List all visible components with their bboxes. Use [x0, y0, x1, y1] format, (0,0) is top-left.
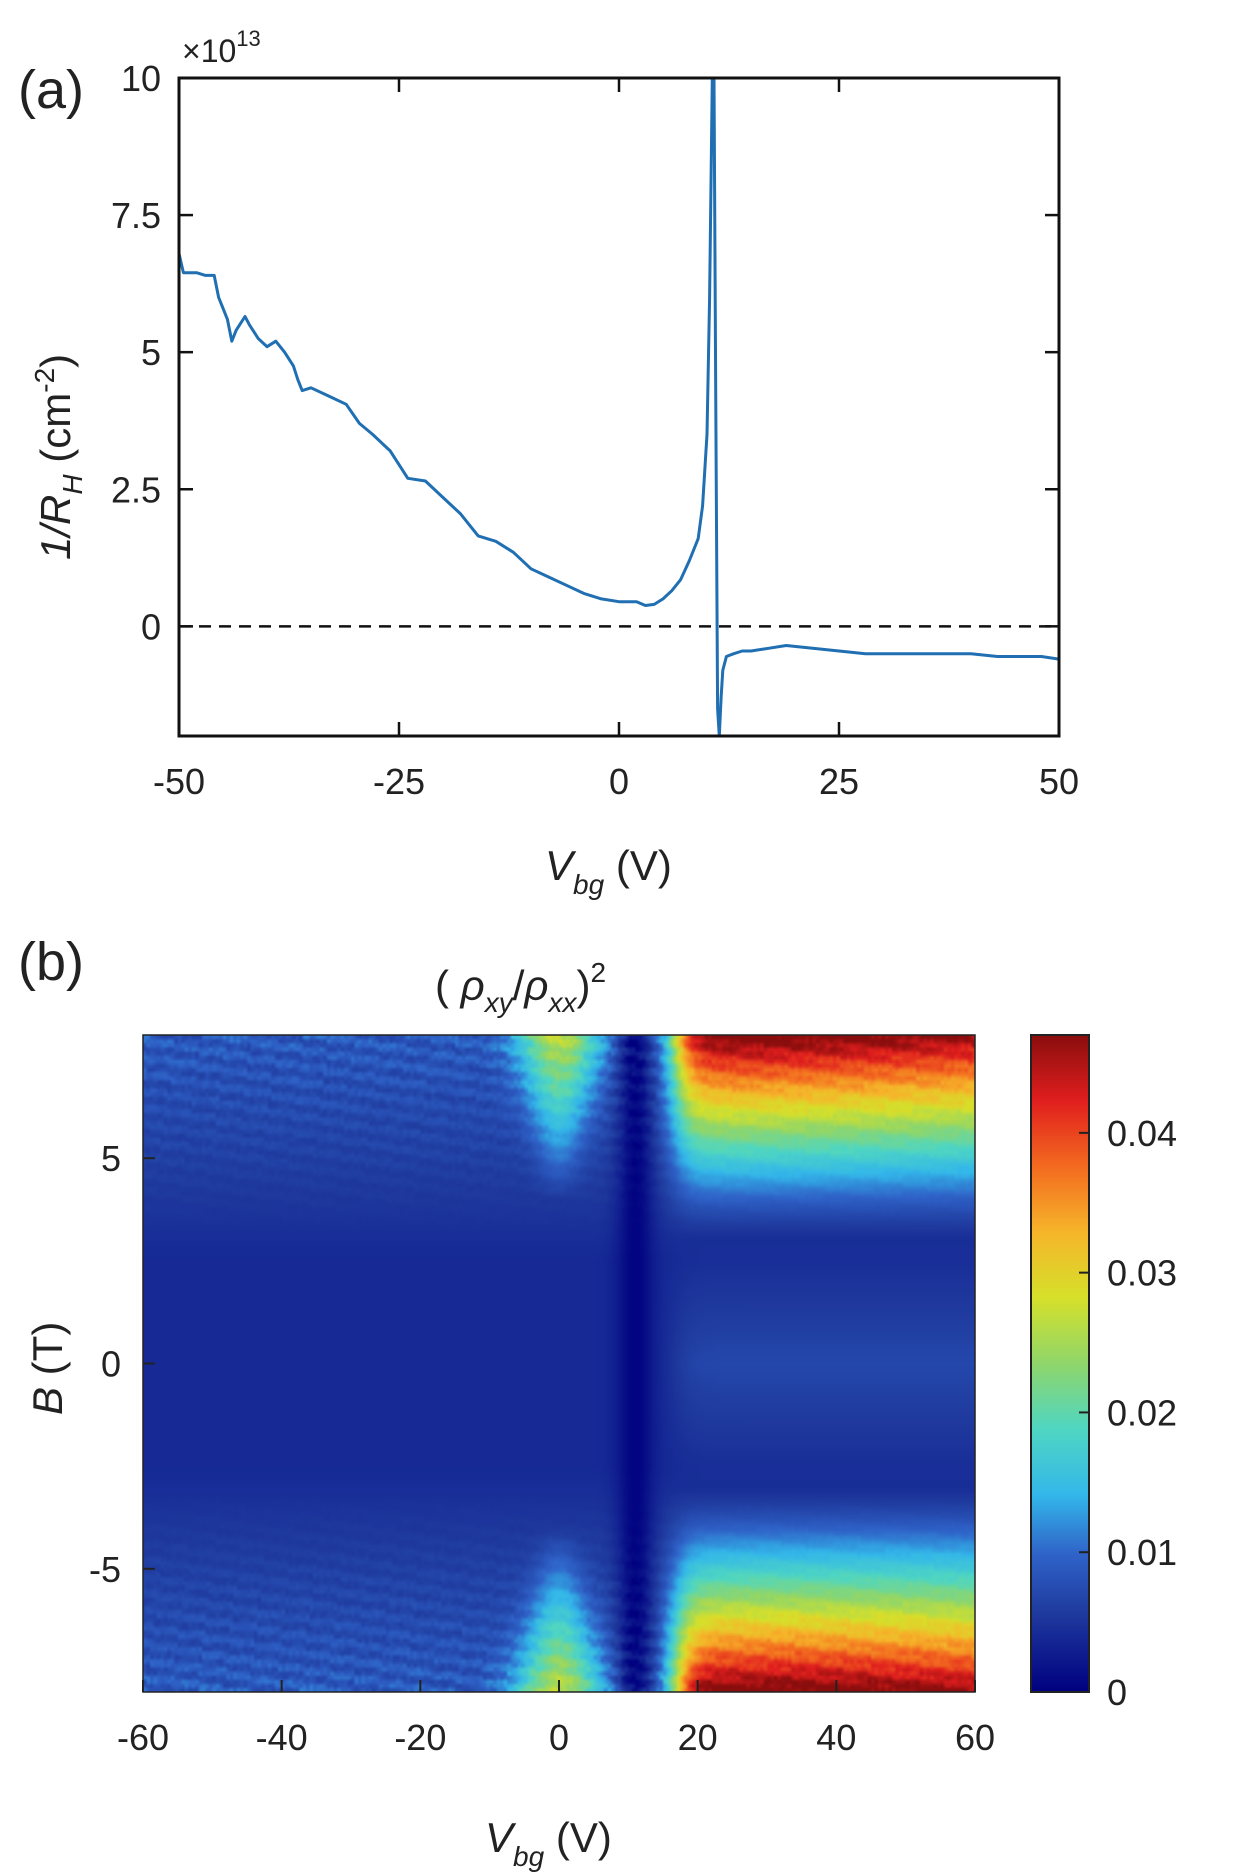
panel-b-ylabel: B (T) — [24, 1322, 71, 1415]
title-open: ( — [435, 962, 461, 1009]
panel-a-frame — [177, 76, 1061, 738]
heatmap-image — [143, 1035, 975, 1692]
ylabel-unit: (cm — [32, 393, 79, 475]
panel-b-xlabel: Vbg (V) — [485, 1814, 612, 1872]
xlabel-unit: (V) — [604, 842, 672, 889]
panel-b-title: ( ρxy/ρxx)2 — [435, 957, 606, 1018]
y-tick-label: 10 — [121, 58, 161, 99]
panel-b: (b) ( ρxy/ρxx)2 -60 -40 -20 0 20 40 60-505 00.… — [18, 932, 1177, 1872]
colorbar-tick-label: 0.03 — [1107, 1253, 1177, 1294]
title-den-sub: xx — [546, 987, 577, 1018]
y-multiplier: ×1013 — [182, 26, 261, 69]
x-tick-label: -25 — [373, 761, 425, 802]
y-tick-label: 0 — [141, 606, 161, 647]
y-tick-label: -5 — [89, 1549, 121, 1590]
colorbar — [1030, 1034, 1090, 1693]
panel-b-label: (b) — [18, 932, 84, 992]
panel-a-xlabel: Vbg (V) — [545, 842, 672, 900]
title-num-sub: xy — [483, 987, 515, 1018]
xlabel-sub: bg — [513, 1841, 545, 1872]
panel-b-ticks: -60 -40 -20 0 20 40 60 -5 0 5 — [89, 1138, 995, 1758]
x-tick-label: 25 — [819, 761, 859, 802]
title-close: ) — [576, 962, 590, 1009]
title-exp: 2 — [590, 957, 606, 988]
colorbar-tick-label: 0.01 — [1107, 1532, 1177, 1573]
colorbar-ticks: 0 0.01 0.02 0.03 0.04 — [1079, 1113, 1177, 1713]
y-multiplier-exp: 13 — [236, 26, 260, 51]
svg-text:×1013: ×1013 — [182, 26, 261, 69]
y-tick-label: 5 — [141, 332, 161, 373]
x-tick-label: -20 — [394, 1717, 446, 1758]
y-tick-label: 5 — [101, 1138, 121, 1179]
x-tick-label: 50 — [1039, 761, 1079, 802]
colorbar-tick-label: 0.04 — [1107, 1113, 1177, 1154]
panel-a-label: (a) — [18, 60, 84, 120]
xlabel-main: V — [485, 1814, 517, 1861]
ylabel-unit: (T) — [24, 1322, 71, 1387]
x-tick-label: -60 — [117, 1717, 169, 1758]
panel-a-ylabel: 1/RH (cm-2) — [29, 354, 88, 560]
panel-a-ticks: -50 -25 0 25 50 0 2.5 5 7.5 10 — [111, 58, 1079, 802]
colorbar-tick-label: 0.02 — [1107, 1392, 1177, 1433]
x-tick-label: 20 — [678, 1717, 718, 1758]
ylabel-main: 1/R — [32, 495, 79, 560]
x-tick-label: 40 — [816, 1717, 856, 1758]
series-line-1-over-rh — [179, 78, 1059, 736]
title-num: ρ — [459, 962, 485, 1009]
xlabel-sub: bg — [573, 869, 605, 900]
x-tick-label: -40 — [256, 1717, 308, 1758]
ylabel-sub: H — [57, 474, 88, 495]
y-tick-label: 0 — [101, 1344, 121, 1385]
y-tick-label: 7.5 — [111, 195, 161, 236]
y-tick-label: 2.5 — [111, 469, 161, 510]
x-tick-label: 60 — [955, 1717, 995, 1758]
ylabel-main: B — [24, 1387, 71, 1415]
colorbar-tick-label: 0 — [1107, 1672, 1127, 1713]
ylabel-unit-exp: -2 — [29, 368, 60, 393]
x-tick-label: -50 — [153, 761, 205, 802]
ylabel-unit-close: ) — [32, 354, 79, 368]
y-multiplier-base: ×10 — [182, 33, 236, 69]
title-slash: / — [513, 962, 525, 1009]
xlabel-unit: (V) — [544, 1814, 612, 1861]
x-tick-label: 0 — [609, 761, 629, 802]
x-tick-label: 0 — [549, 1717, 569, 1758]
title-den: ρ — [522, 962, 548, 1009]
xlabel-main: V — [545, 842, 577, 889]
